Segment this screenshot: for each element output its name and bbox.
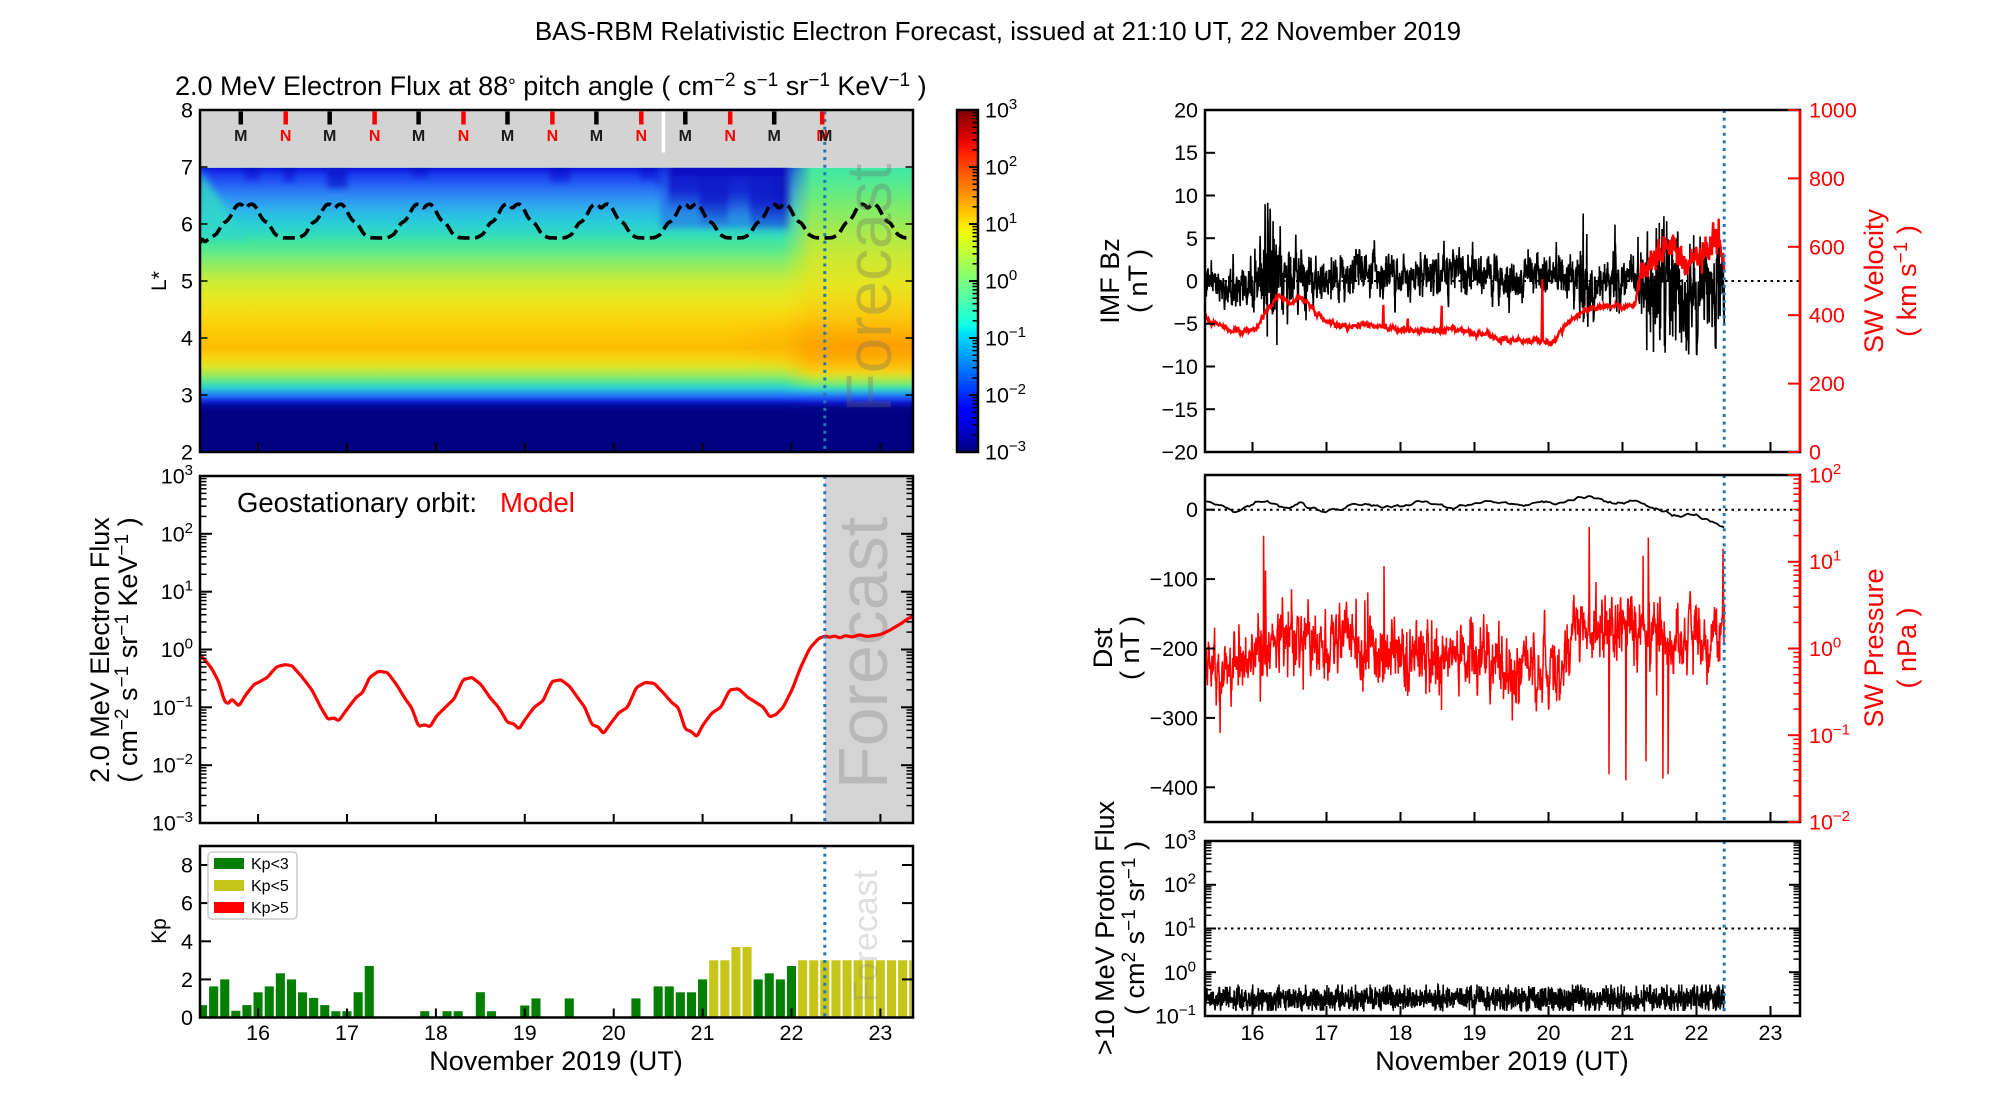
svg-text:10: 10 bbox=[1174, 184, 1198, 208]
svg-text:M: M bbox=[819, 128, 832, 145]
svg-text:Forecast: Forecast bbox=[824, 517, 902, 789]
svg-text:23: 23 bbox=[1759, 1021, 1783, 1045]
svg-text:( nT ): ( nT ) bbox=[1115, 616, 1145, 680]
svg-text:−300: −300 bbox=[1150, 706, 1198, 730]
svg-text:−15: −15 bbox=[1162, 398, 1199, 422]
svg-text:−400: −400 bbox=[1150, 776, 1198, 800]
svg-text:M: M bbox=[590, 128, 603, 145]
svg-text:22: 22 bbox=[1685, 1021, 1709, 1045]
svg-text:2.0 MeV Electron Flux: 2.0 MeV Electron Flux bbox=[85, 517, 115, 783]
svg-text:6: 6 bbox=[181, 892, 193, 916]
svg-text:16: 16 bbox=[1241, 1021, 1265, 1045]
svg-text:2.0 MeV Electron Flux at 88° p: 2.0 MeV Electron Flux at 88° pitch angle… bbox=[175, 70, 927, 101]
svg-text:19: 19 bbox=[1463, 1021, 1487, 1045]
svg-text:8: 8 bbox=[181, 99, 193, 123]
svg-text:4: 4 bbox=[181, 327, 193, 351]
svg-text:Kp>5: Kp>5 bbox=[251, 900, 289, 917]
svg-text:20: 20 bbox=[1537, 1021, 1561, 1045]
svg-text:800: 800 bbox=[1809, 167, 1845, 191]
svg-text:0: 0 bbox=[181, 1006, 193, 1030]
svg-text:M: M bbox=[501, 128, 514, 145]
svg-text:N: N bbox=[816, 128, 828, 145]
svg-text:3: 3 bbox=[181, 384, 193, 408]
svg-text:( nPa ): ( nPa ) bbox=[1892, 607, 1922, 688]
svg-text:BAS-RBM Relativistic Electron: BAS-RBM Relativistic Electron Forecast, … bbox=[535, 16, 1461, 46]
svg-text:2: 2 bbox=[181, 441, 193, 465]
svg-text:17: 17 bbox=[1315, 1021, 1339, 1045]
svg-text:Geostationary orbit:: Geostationary orbit: bbox=[237, 487, 477, 518]
svg-text:Kp<3: Kp<3 bbox=[251, 856, 289, 873]
svg-text:7: 7 bbox=[181, 156, 193, 180]
svg-text:600: 600 bbox=[1809, 235, 1845, 259]
svg-text:M: M bbox=[679, 128, 692, 145]
svg-text:400: 400 bbox=[1809, 304, 1845, 328]
svg-text:SW Velocity: SW Velocity bbox=[1859, 208, 1889, 353]
svg-text:( km s−1 ): ( km s−1 ) bbox=[1891, 225, 1922, 337]
svg-text:20: 20 bbox=[602, 1021, 626, 1045]
svg-text:0: 0 bbox=[1186, 498, 1198, 522]
svg-text:( cm−2 s−1 sr−1 KeV−1 ): ( cm−2 s−1 sr−1 KeV−1 ) bbox=[112, 517, 143, 782]
svg-text:4: 4 bbox=[181, 930, 193, 954]
svg-text:N: N bbox=[458, 128, 470, 145]
svg-text:2: 2 bbox=[181, 968, 193, 992]
svg-text:16: 16 bbox=[246, 1021, 270, 1045]
svg-text:M: M bbox=[412, 128, 425, 145]
svg-text:18: 18 bbox=[424, 1021, 448, 1045]
svg-text:15: 15 bbox=[1174, 141, 1198, 165]
svg-text:Forecast: Forecast bbox=[833, 163, 905, 412]
svg-text:8: 8 bbox=[181, 854, 193, 878]
svg-text:−20: −20 bbox=[1162, 441, 1199, 465]
svg-text:Kp<5: Kp<5 bbox=[251, 878, 289, 895]
svg-text:N: N bbox=[724, 128, 736, 145]
svg-text:−100: −100 bbox=[1150, 568, 1198, 592]
svg-text:November 2019 (UT): November 2019 (UT) bbox=[1375, 1046, 1629, 1076]
svg-text:Model: Model bbox=[500, 487, 575, 518]
svg-text:22: 22 bbox=[780, 1021, 804, 1045]
svg-text:100: 100 bbox=[985, 267, 1017, 294]
svg-text:17: 17 bbox=[335, 1021, 359, 1045]
svg-text:N: N bbox=[369, 128, 381, 145]
svg-text:−200: −200 bbox=[1150, 637, 1198, 661]
svg-text:−5: −5 bbox=[1173, 312, 1198, 336]
svg-text:19: 19 bbox=[513, 1021, 537, 1045]
svg-text:M: M bbox=[768, 128, 781, 145]
svg-text:Dst: Dst bbox=[1088, 627, 1118, 668]
svg-text:November 2019 (UT): November 2019 (UT) bbox=[429, 1046, 683, 1076]
svg-text:0: 0 bbox=[1809, 441, 1821, 465]
svg-text:1000: 1000 bbox=[1809, 99, 1857, 123]
svg-text:M: M bbox=[323, 128, 336, 145]
svg-text:Kp: Kp bbox=[148, 918, 171, 944]
svg-text:21: 21 bbox=[691, 1021, 715, 1045]
svg-text:M: M bbox=[234, 128, 247, 145]
svg-text:20: 20 bbox=[1174, 99, 1198, 123]
svg-text:IMF Bz: IMF Bz bbox=[1095, 238, 1125, 324]
svg-text:( nT ): ( nT ) bbox=[1123, 249, 1153, 313]
svg-text:5: 5 bbox=[181, 270, 193, 294]
svg-text:−10: −10 bbox=[1162, 355, 1199, 379]
svg-text:23: 23 bbox=[868, 1021, 892, 1045]
svg-text:SW Pressure: SW Pressure bbox=[1859, 568, 1889, 727]
svg-text:21: 21 bbox=[1611, 1021, 1635, 1045]
svg-text:5: 5 bbox=[1186, 227, 1198, 251]
svg-text:18: 18 bbox=[1389, 1021, 1413, 1045]
svg-text:>10 MeV Proton Flux: >10 MeV Proton Flux bbox=[1090, 800, 1120, 1055]
svg-text:0: 0 bbox=[1186, 270, 1198, 294]
svg-text:N: N bbox=[547, 128, 559, 145]
svg-text:N: N bbox=[636, 128, 648, 145]
svg-text:L*: L* bbox=[148, 271, 171, 291]
svg-text:6: 6 bbox=[181, 213, 193, 237]
svg-text:N: N bbox=[280, 128, 292, 145]
svg-text:Forecast: Forecast bbox=[847, 869, 885, 1002]
svg-text:200: 200 bbox=[1809, 372, 1845, 396]
